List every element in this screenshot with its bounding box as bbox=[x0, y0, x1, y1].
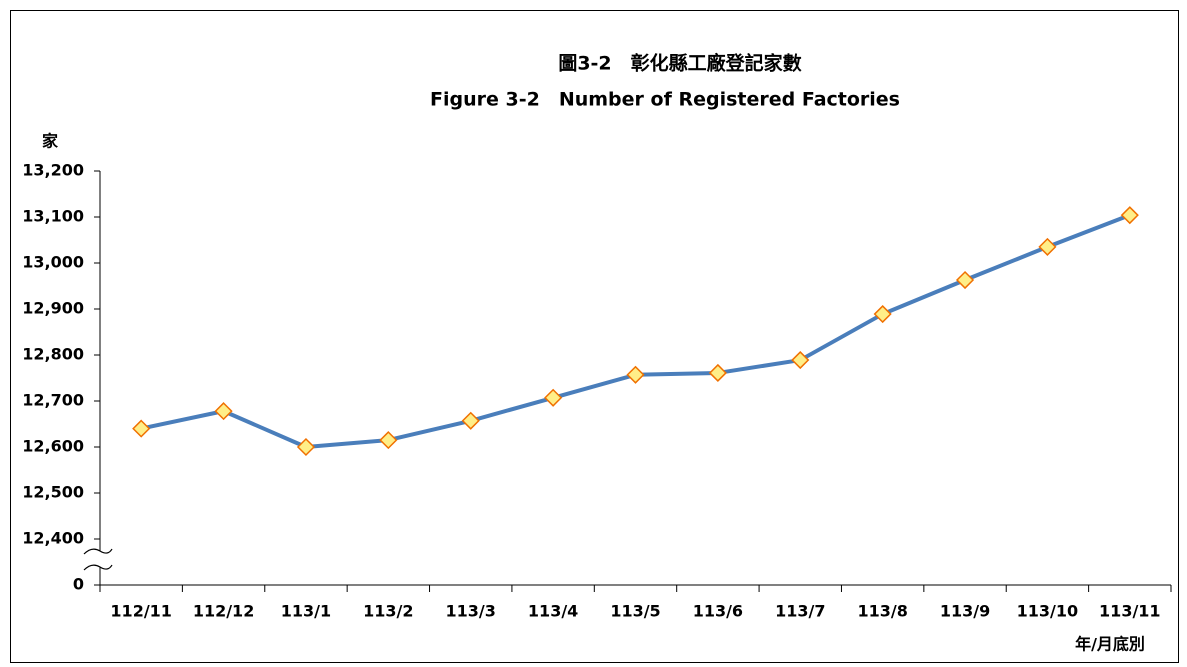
x-tick-label: 113/9 bbox=[940, 602, 990, 621]
marker bbox=[1038, 237, 1057, 256]
line bbox=[140, 213, 1131, 449]
x-tick-label: 113/10 bbox=[1017, 602, 1079, 621]
marker bbox=[296, 437, 316, 457]
x-tick-label: 112/12 bbox=[193, 602, 255, 621]
marker bbox=[379, 431, 398, 450]
marker bbox=[708, 363, 727, 383]
y-tick-label: 12,900 bbox=[22, 299, 84, 318]
marker bbox=[544, 388, 563, 407]
marker bbox=[626, 365, 645, 384]
marker bbox=[791, 350, 810, 370]
x-tick-label: 113/7 bbox=[775, 602, 825, 621]
y-tick-label: 13,200 bbox=[22, 161, 84, 180]
y-tick-label: 12,400 bbox=[22, 529, 84, 548]
y-axis-label: 家 bbox=[42, 132, 59, 151]
y-tick-label: 12,500 bbox=[22, 483, 84, 502]
y-tick-label: 12,600 bbox=[22, 437, 84, 456]
x-tick-label: 113/8 bbox=[857, 602, 907, 621]
x-tick-label: 113/11 bbox=[1099, 602, 1161, 621]
y-tick-label: 13,100 bbox=[22, 207, 84, 226]
chart-title: 圖3-2 彰化縣工廠登記家數 bbox=[558, 52, 801, 75]
x-tick-label: 113/2 bbox=[363, 602, 413, 621]
x-tick-label: 113/1 bbox=[281, 602, 331, 621]
chart-subtitle: Figure 3-2 Number of Registered Factorie… bbox=[430, 89, 900, 111]
x-tick-label: 113/5 bbox=[610, 602, 660, 621]
y-tick-label: 13,000 bbox=[22, 253, 84, 272]
frame bbox=[10, 10, 1179, 663]
marker bbox=[214, 402, 233, 421]
y-tick-label: 12,700 bbox=[22, 391, 84, 410]
marker bbox=[873, 304, 892, 324]
x-tick-label: 113/3 bbox=[446, 602, 496, 621]
y-tick-label: 12,800 bbox=[22, 345, 84, 364]
marker bbox=[461, 411, 480, 430]
x-tick-label: 113/6 bbox=[693, 602, 743, 621]
marker bbox=[132, 419, 151, 438]
x-tick-label: 113/4 bbox=[528, 602, 578, 621]
marker bbox=[1120, 206, 1139, 225]
y-tick-label: 0 bbox=[73, 575, 84, 594]
x-axis-label: 年/月底別 bbox=[1075, 635, 1145, 654]
marker bbox=[955, 270, 975, 290]
axis-break bbox=[83, 548, 113, 571]
x-tick-label: 112/11 bbox=[110, 602, 172, 621]
